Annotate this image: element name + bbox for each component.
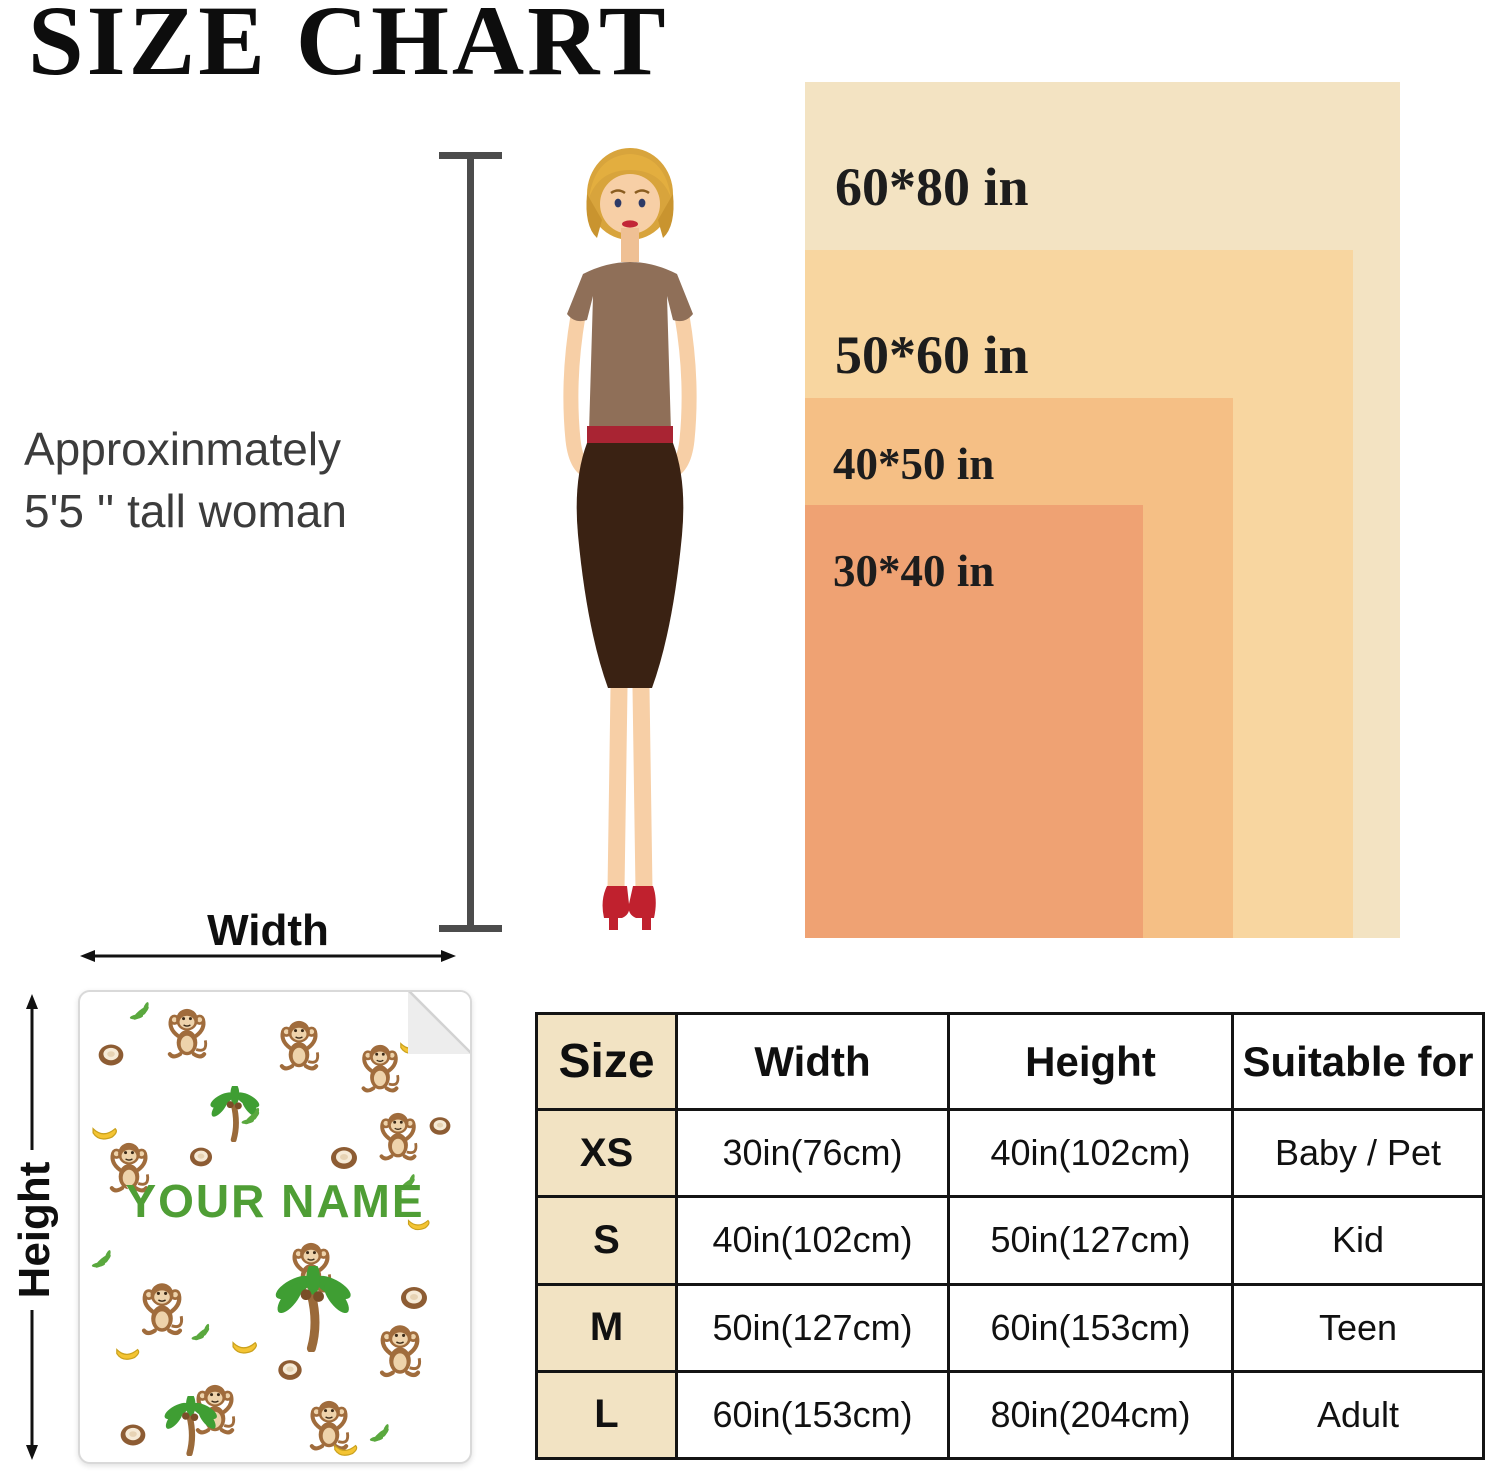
table-cell: 30in(76cm) <box>675 1107 950 1199</box>
woman-illustration <box>563 148 697 930</box>
monkey-icon <box>379 1110 418 1161</box>
table-cell: 40in(102cm) <box>675 1195 950 1286</box>
table-cell: Kid <box>1231 1195 1485 1286</box>
monkey-icon <box>361 1042 400 1093</box>
leaf-icon <box>91 1249 113 1270</box>
column-header-width: Width <box>675 1012 950 1111</box>
column-header-suitable-for: Suitable for <box>1231 1012 1485 1111</box>
table-cell: Adult <box>1231 1369 1485 1461</box>
page-title: SIZE CHART <box>28 0 669 96</box>
table-cell: L <box>535 1369 678 1461</box>
leaf-icon <box>191 1323 211 1342</box>
height-note-line2: 5'5 '' tall woman <box>24 485 347 538</box>
coconut-icon <box>120 1424 146 1446</box>
ruler-bottom-cap <box>439 925 502 932</box>
table-cell: Baby / Pet <box>1231 1107 1485 1199</box>
height-note-line1: Approxinmately <box>24 423 342 475</box>
table-cell: 50in(127cm) <box>947 1195 1234 1286</box>
column-header-height: Height <box>947 1012 1234 1111</box>
table-row-xs: XS 30in(76cm) 40in(102cm) Baby / Pet <box>535 1107 1485 1199</box>
column-header-size: Size <box>535 1012 678 1111</box>
monkey-icon <box>281 1021 317 1069</box>
monkey-icon <box>381 1325 419 1375</box>
size-label-60x80: 60*80 in <box>835 157 1029 217</box>
table-cell: S <box>535 1195 678 1286</box>
blanket-personalized-name: YOUR NAME <box>125 1175 425 1227</box>
table-cell: 60in(153cm) <box>675 1369 950 1461</box>
coconut-icon <box>278 1360 302 1380</box>
table-row-m: M 50in(127cm) 60in(153cm) Teen <box>535 1282 1485 1373</box>
coconut-icon <box>401 1287 427 1309</box>
size-label-50x60: 50*60 in <box>835 325 1029 385</box>
leaf-icon <box>129 1001 151 1022</box>
height-dimension-label: Height <box>10 1150 59 1310</box>
folded-corner <box>408 992 470 1054</box>
table-cell: 60in(153cm) <box>947 1282 1234 1373</box>
size-rect-40x50: 40*50 in <box>805 398 1233 938</box>
width-dimension-label: Width <box>207 906 329 955</box>
coconut-icon <box>189 1147 213 1167</box>
size-label-40x50: 40*50 in <box>833 439 995 489</box>
banana-icon <box>92 1128 117 1140</box>
table-cell: M <box>535 1282 678 1373</box>
coconut-icon <box>429 1117 451 1135</box>
table-cell: 80in(204cm) <box>947 1369 1234 1461</box>
table-cell: 40in(102cm) <box>947 1107 1234 1199</box>
table-row-l: L 60in(153cm) 80in(204cm) Adult <box>535 1369 1485 1461</box>
table-cell: 50in(127cm) <box>675 1282 950 1373</box>
coconut-icon <box>331 1147 357 1169</box>
monkey-icon <box>169 1009 205 1057</box>
height-note: Approxinmately 5'5 '' tall woman <box>24 418 347 542</box>
measuring-ruler <box>439 152 502 932</box>
table-cell: Teen <box>1231 1282 1485 1373</box>
monkey-icon <box>311 1401 347 1449</box>
leaf-icon <box>369 1423 391 1444</box>
size-rect-30x40: 30*40 in <box>805 505 1143 938</box>
monkey-icon <box>143 1283 181 1333</box>
table-header-row: Size Width Height Suitable for <box>535 1012 1485 1111</box>
palm-tree-icon <box>272 1262 354 1348</box>
size-table: Size Width Height Suitable for XS 30in(7… <box>535 1012 1485 1461</box>
ruler-top-cap <box>439 152 502 159</box>
size-rect-60x80: 60*80 in <box>805 82 1400 938</box>
banana-icon <box>116 1348 140 1360</box>
banana-icon <box>232 1342 257 1354</box>
size-rect-50x60: 50*60 in <box>805 250 1353 938</box>
table-cell: XS <box>535 1107 678 1199</box>
coconut-icon <box>98 1044 124 1066</box>
table-row-s: S 40in(102cm) 50in(127cm) Kid <box>535 1195 1485 1286</box>
width-arrow-icon <box>80 950 456 962</box>
size-label-30x40: 30*40 in <box>833 546 995 596</box>
palm-tree-icon <box>208 1084 261 1140</box>
blanket-preview: YOUR NAME <box>78 990 472 1464</box>
